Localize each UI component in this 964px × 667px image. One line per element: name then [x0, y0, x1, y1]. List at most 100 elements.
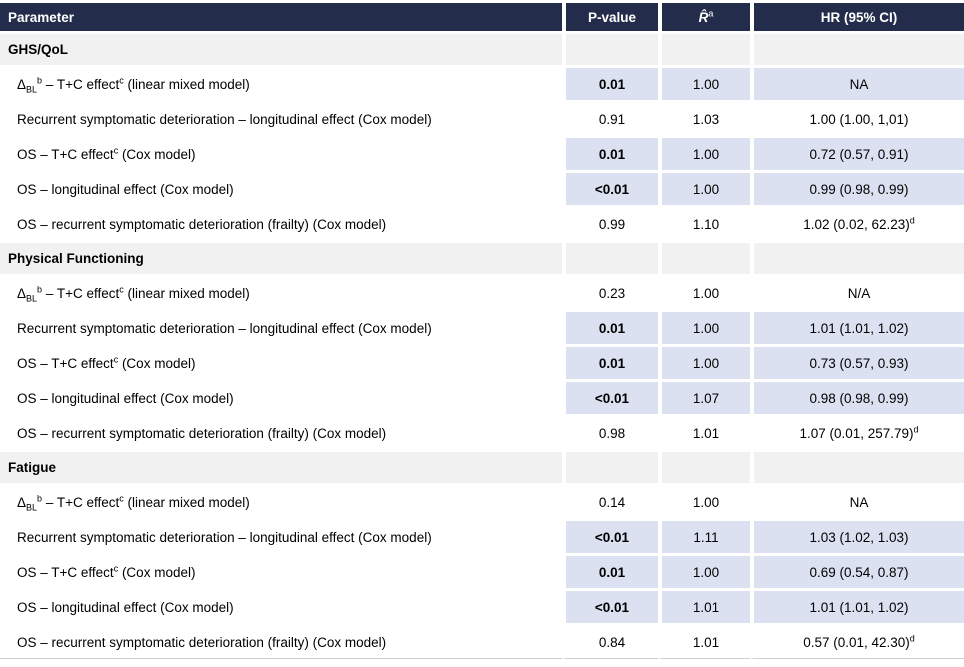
parameter-cell: OS – recurrent symptomatic deterioration…: [0, 626, 562, 659]
hr-ci-cell: 0.73 (0.57, 0.93): [750, 347, 964, 379]
data-row: OS – T+C effectc (Cox model) 0.01 1.00 0.72…: [0, 138, 964, 170]
p-value-cell: 0.01: [562, 138, 658, 170]
parameter-cell: OS – T+C effectc (Cox model): [0, 347, 562, 379]
section-empty-rhat-cell: [658, 34, 750, 65]
col-header-parameter: Parameter: [0, 3, 562, 31]
parameter-cell: OS – recurrent symptomatic deterioration…: [0, 417, 562, 449]
p-value-cell: <0.01: [562, 382, 658, 414]
hr-ci-cell: 0.69 (0.54, 0.87): [750, 556, 964, 588]
r-hat-cell: 1.00: [658, 556, 750, 588]
parameter-cell: Recurrent symptomatic deterioration – lo…: [0, 312, 562, 344]
data-row: OS – longitudinal effect (Cox model) <0.0…: [0, 591, 964, 623]
parameter-cell: Recurrent symptomatic deterioration – lo…: [0, 521, 562, 553]
data-row: OS – T+C effectc (Cox model) 0.01 1.00 0.69…: [0, 556, 964, 588]
col-header-pvalue: P-value: [562, 3, 658, 31]
parameter-cell: OS – longitudinal effect (Cox model): [0, 382, 562, 414]
p-value-cell: 0.01: [562, 312, 658, 344]
hr-ci-cell: N/A: [750, 277, 964, 309]
hr-ci-cell: NA: [750, 486, 964, 518]
p-value-cell: 0.99: [562, 208, 658, 240]
hr-ci-cell: 1.01 (1.01, 1.02): [750, 591, 964, 623]
r-hat-cell: 1.07: [658, 382, 750, 414]
hr-ci-cell: 0.57 (0.01, 42.30)d: [750, 626, 964, 659]
table-body: GHS/QoL ΔBLb – T+C effectc (linear mixed …: [0, 34, 964, 659]
hr-ci-cell: 1.00 (1.00, 1,01): [750, 103, 964, 135]
parameter-cell: OS – T+C effectc (Cox model): [0, 138, 562, 170]
hr-ci-cell: NA: [750, 68, 964, 100]
section-empty-rhat-cell: [658, 452, 750, 483]
hr-footnote-marker: d: [909, 215, 915, 225]
r-hat-cell: 1.01: [658, 591, 750, 623]
r-hat-cell: 1.00: [658, 347, 750, 379]
rhat-symbol: R̂: [698, 9, 709, 25]
data-row: OS – T+C effectc (Cox model) 0.01 1.00 0.73…: [0, 347, 964, 379]
r-hat-cell: 1.01: [658, 626, 750, 659]
table-header-row: Parameter P-value R̂a HR (95% CI): [0, 3, 964, 31]
col-header-hr-ci: HR (95% CI): [750, 3, 964, 31]
r-hat-cell: 1.00: [658, 312, 750, 344]
section-row: Fatigue: [0, 452, 964, 483]
parameter-cell: ΔBLb – T+C effectc (linear mixed model): [0, 486, 562, 518]
section-title: GHS/QoL: [0, 34, 562, 65]
r-hat-cell: 1.10: [658, 208, 750, 240]
data-row: OS – recurrent symptomatic deterioration…: [0, 417, 964, 449]
parameter-cell: OS – recurrent symptomatic deterioration…: [0, 208, 562, 240]
hr-footnote-marker: d: [909, 633, 915, 643]
p-value-cell: 0.14: [562, 486, 658, 518]
parameter-cell: ΔBLb – T+C effectc (linear mixed model): [0, 277, 562, 309]
p-value-cell: <0.01: [562, 173, 658, 205]
data-row: OS – recurrent symptomatic deterioration…: [0, 626, 964, 659]
r-hat-cell: 1.11: [658, 521, 750, 553]
hr-ci-cell: 1.02 (0.02, 62.23)d: [750, 208, 964, 240]
section-empty-hr-cell: [750, 34, 964, 65]
hr-ci-cell: 1.01 (1.01, 1.02): [750, 312, 964, 344]
section-title: Fatigue: [0, 452, 562, 483]
p-value-cell: <0.01: [562, 591, 658, 623]
p-value-cell: 0.91: [562, 103, 658, 135]
data-row: Recurrent symptomatic deterioration – lo…: [0, 103, 964, 135]
r-hat-cell: 1.01: [658, 417, 750, 449]
r-hat-cell: 1.00: [658, 68, 750, 100]
section-empty-pvalue-cell: [562, 452, 658, 483]
parameter-cell: ΔBLb – T+C effectc (linear mixed model): [0, 68, 562, 100]
p-value-cell: 0.01: [562, 347, 658, 379]
hr-ci-cell: 0.72 (0.57, 0.91): [750, 138, 964, 170]
p-value-cell: 0.01: [562, 556, 658, 588]
section-row: GHS/QoL: [0, 34, 964, 65]
col-header-rhat: R̂a: [658, 3, 750, 31]
section-title: Physical Functioning: [0, 243, 562, 274]
data-row: ΔBLb – T+C effectc (linear mixed model) 0…: [0, 68, 964, 100]
section-row: Physical Functioning: [0, 243, 964, 274]
section-empty-rhat-cell: [658, 243, 750, 274]
p-value-cell: 0.98: [562, 417, 658, 449]
p-value-cell: 0.23: [562, 277, 658, 309]
section-empty-hr-cell: [750, 452, 964, 483]
r-hat-cell: 1.00: [658, 277, 750, 309]
data-row: Recurrent symptomatic deterioration – lo…: [0, 312, 964, 344]
hr-ci-cell: 0.99 (0.98, 0.99): [750, 173, 964, 205]
section-empty-pvalue-cell: [562, 243, 658, 274]
p-value-cell: 0.01: [562, 68, 658, 100]
data-row: OS – longitudinal effect (Cox model) <0.0…: [0, 382, 964, 414]
r-hat-cell: 1.00: [658, 173, 750, 205]
data-row: ΔBLb – T+C effectc (linear mixed model) 0…: [0, 486, 964, 518]
parameter-cell: OS – T+C effectc (Cox model): [0, 556, 562, 588]
r-hat-cell: 1.00: [658, 138, 750, 170]
r-hat-cell: 1.00: [658, 486, 750, 518]
data-row: OS – recurrent symptomatic deterioration…: [0, 208, 964, 240]
r-hat-cell: 1.03: [658, 103, 750, 135]
parameter-cell: OS – longitudinal effect (Cox model): [0, 173, 562, 205]
hr-ci-cell: 0.98 (0.98, 0.99): [750, 382, 964, 414]
p-value-cell: <0.01: [562, 521, 658, 553]
data-row: Recurrent symptomatic deterioration – lo…: [0, 521, 964, 553]
section-empty-pvalue-cell: [562, 34, 658, 65]
parameter-cell: Recurrent symptomatic deterioration – lo…: [0, 103, 562, 135]
rhat-footnote-marker: a: [708, 8, 714, 18]
hr-ci-cell: 1.07 (0.01, 257.79)d: [750, 417, 964, 449]
hr-ci-cell: 1.03 (1.02, 1.03): [750, 521, 964, 553]
hr-footnote-marker: d: [913, 424, 919, 434]
section-empty-hr-cell: [750, 243, 964, 274]
data-row: OS – longitudinal effect (Cox model) <0.0…: [0, 173, 964, 205]
